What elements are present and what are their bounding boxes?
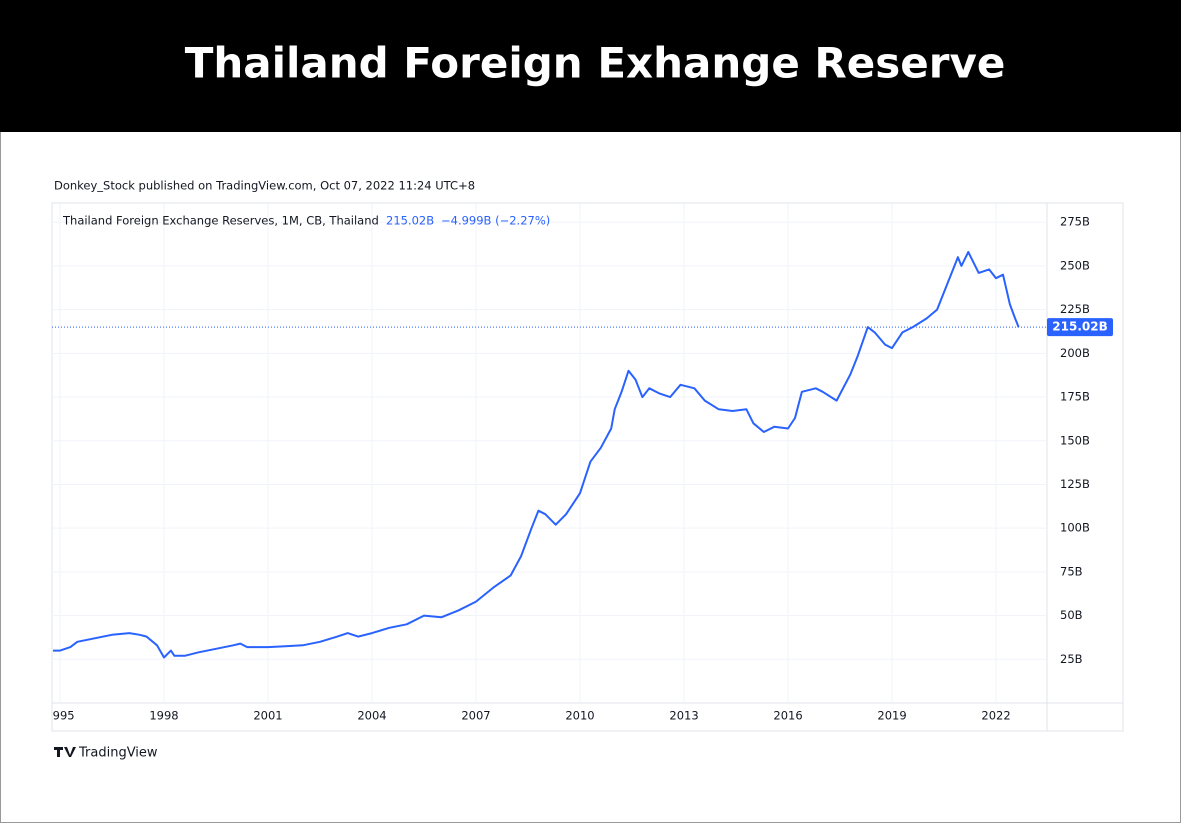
y-tick-label: 25B xyxy=(1060,652,1083,666)
y-tick-label: 175B xyxy=(1060,390,1090,404)
y-tick-label: 50B xyxy=(1060,608,1083,622)
y-tick-label: 100B xyxy=(1060,521,1090,535)
page-title: Thailand Foreign Exhange Reserve xyxy=(185,39,1006,88)
x-tick-label: 1998 xyxy=(149,709,178,723)
legend-last: 215.02B xyxy=(386,214,434,228)
x-tick-label: 2007 xyxy=(461,709,490,723)
y-tick-label: 275B xyxy=(1060,215,1090,229)
y-tick-label: 225B xyxy=(1060,302,1090,316)
x-tick-label: 2019 xyxy=(877,709,906,723)
line-series xyxy=(53,251,1020,659)
x-tick-label: 2016 xyxy=(773,709,802,723)
y-tick-label: 150B xyxy=(1060,433,1090,447)
grid xyxy=(52,203,1047,703)
logo: TradingView xyxy=(54,746,158,761)
chart-frame xyxy=(51,202,1124,732)
x-tick-label: 2013 xyxy=(669,709,698,723)
y-tick-label: 200B xyxy=(1060,346,1090,360)
y-tick-label: 250B xyxy=(1060,258,1090,272)
x-tick-label: 2004 xyxy=(357,709,386,723)
y-tick-label: 125B xyxy=(1060,477,1090,491)
x-tick-label: 2022 xyxy=(981,709,1010,723)
attribution: Donkey_Stock published on TradingView.co… xyxy=(54,179,475,193)
logo-text: TradingView xyxy=(78,746,158,761)
y-tick-label: 75B xyxy=(1060,564,1083,578)
legend-name: Thailand Foreign Exchange Reserves, 1M, … xyxy=(62,214,379,228)
logo-icon xyxy=(54,747,76,757)
x-tick-label: 2010 xyxy=(565,709,594,723)
x-axis-labels: 1995 1998 2001 2004 2007 2010 2013 2016 2019 2022 xyxy=(45,709,1011,723)
last-value-box xyxy=(1047,318,1113,337)
last-value-label: 215.02B xyxy=(1052,320,1107,334)
x-tick-label: 2001 xyxy=(253,709,282,723)
title-bar xyxy=(0,0,1181,132)
x-tick-label: 1995 xyxy=(45,709,74,723)
legend-change: −4.999B (−2.27%) xyxy=(441,214,550,228)
